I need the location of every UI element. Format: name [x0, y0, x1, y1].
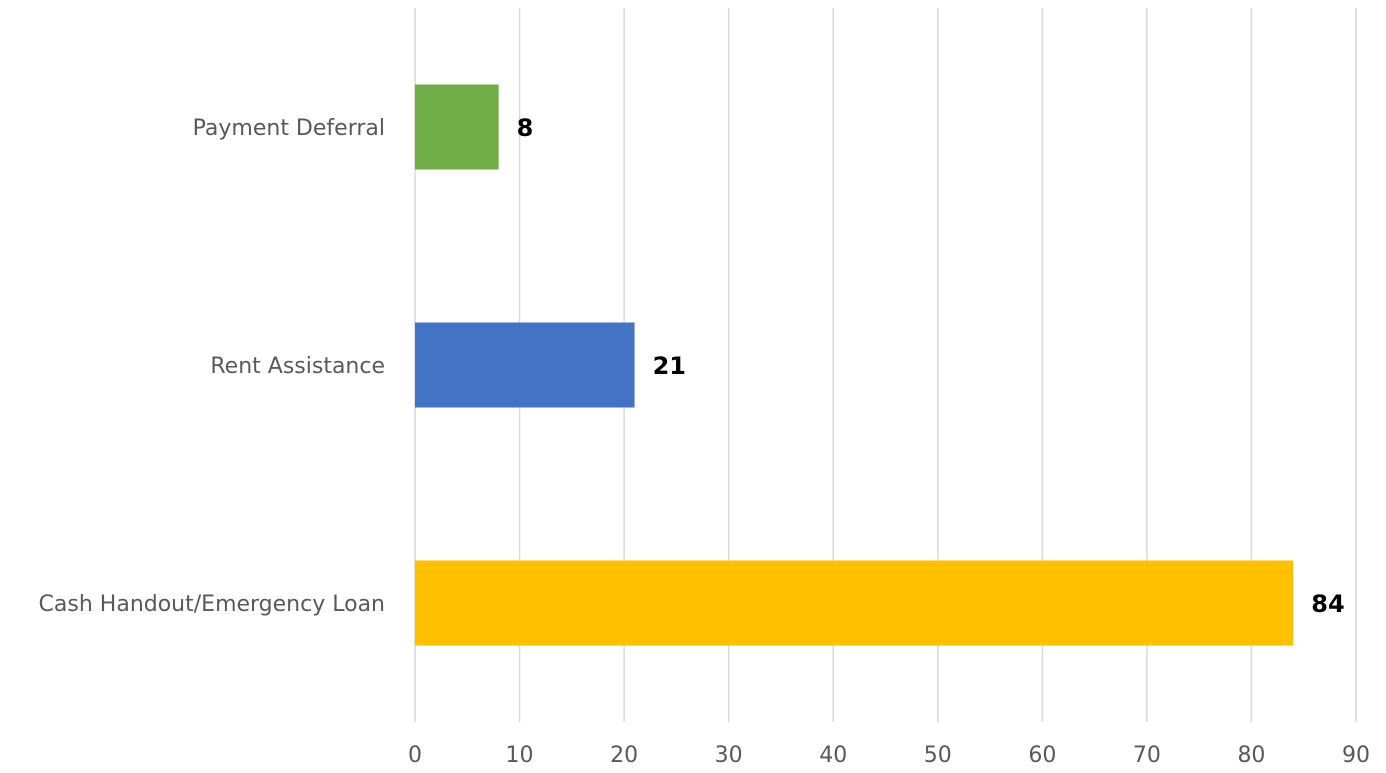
category-label: Payment Deferral	[193, 116, 385, 141]
x-tick-label: 80	[1237, 743, 1265, 768]
data-label: 8	[517, 114, 534, 142]
data-label: 84	[1311, 590, 1344, 618]
x-tick-label: 50	[924, 743, 952, 768]
x-tick-label: 70	[1133, 743, 1161, 768]
bar	[415, 560, 1294, 646]
x-tick-label: 0	[408, 743, 422, 768]
gridlines	[414, 8, 1357, 722]
bars	[415, 84, 1294, 646]
category-labels: Payment Deferral Rent Assistance Cash Hand…	[39, 116, 385, 617]
x-tick-label: 40	[819, 743, 847, 768]
x-axis-tick-labels: 0 10 20 30 40 50 60 70 80 90	[408, 743, 1370, 768]
x-tick-label: 30	[715, 743, 743, 768]
data-labels: 8 21 84	[517, 114, 1345, 618]
x-tick-label: 10	[506, 743, 534, 768]
data-label: 21	[653, 352, 686, 380]
x-tick-label: 60	[1028, 743, 1056, 768]
x-tick-label: 20	[610, 743, 638, 768]
x-tick-label: 90	[1342, 743, 1370, 768]
category-label: Rent Assistance	[210, 354, 385, 379]
bar	[415, 84, 499, 170]
bar	[415, 322, 635, 408]
category-label: Cash Handout/Emergency Loan	[39, 592, 385, 617]
